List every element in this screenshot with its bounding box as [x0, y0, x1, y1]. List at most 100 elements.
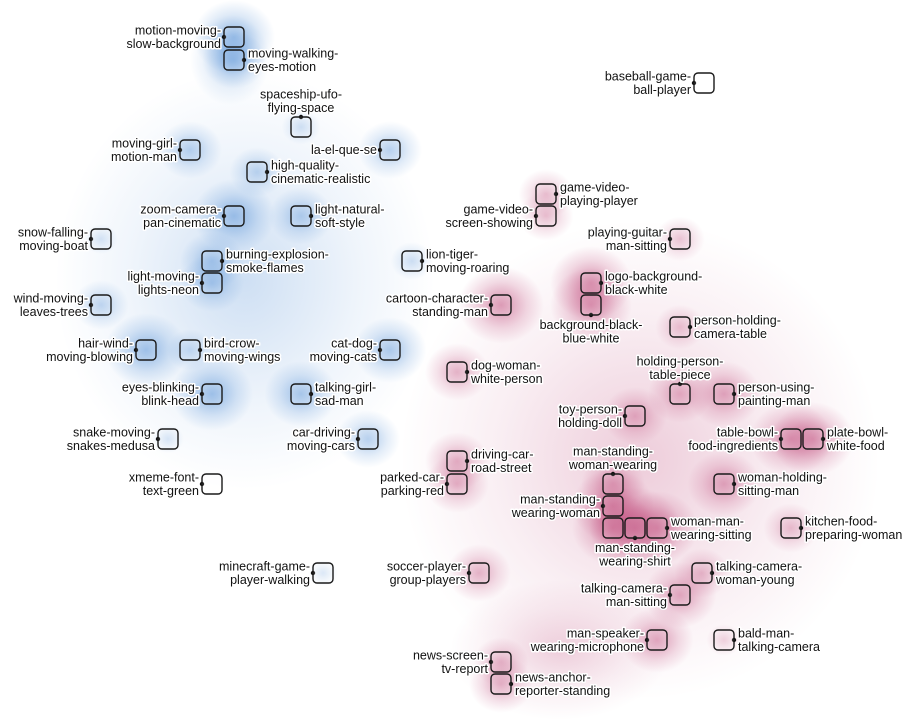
data-point	[535, 205, 557, 227]
point-label: snow-falling-moving-boat	[18, 225, 89, 253]
density-blob	[336, 410, 400, 468]
point-label: person-using-painting-man	[738, 380, 814, 408]
data-point	[223, 49, 245, 71]
point-label: moving-girl-motion-man	[111, 136, 177, 164]
density-blob	[269, 187, 333, 245]
density-blob	[425, 455, 489, 513]
data-point	[691, 562, 713, 584]
point-label: talking-camera-woman-young	[715, 559, 802, 587]
data-point	[223, 26, 245, 48]
point-label: bird-crow-moving-wings	[204, 336, 280, 364]
point-label: moving-walking-eyes-motion	[248, 46, 338, 74]
point-label: woman-man-wearing-sitting	[670, 514, 752, 542]
data-point	[290, 116, 312, 138]
data-point	[312, 562, 334, 584]
point-label: parked-car-parking-red	[380, 470, 444, 498]
data-point	[646, 517, 668, 539]
density-blob	[425, 343, 489, 401]
density-layer	[55, 0, 880, 720]
data-point	[780, 517, 802, 539]
data-point	[401, 250, 423, 272]
density-blob	[469, 655, 533, 713]
point-label: cat-dog-moving-cats	[310, 336, 377, 364]
point-label: bald-man-talking-camera	[738, 626, 820, 654]
data-point	[802, 428, 824, 450]
density-blob	[572, 491, 654, 565]
density-blob	[202, 31, 266, 89]
point-label: spaceship-ufo-flying-space	[260, 88, 342, 116]
data-point	[201, 250, 223, 272]
density-blob	[706, 624, 742, 656]
density-blob	[687, 361, 761, 427]
density-blob	[152, 424, 184, 454]
point-label: soccer-player-group-players	[387, 559, 466, 587]
point-label: man-standing-woman-wearing	[568, 445, 657, 473]
point-label: motion-moving-slow-background	[127, 23, 222, 51]
point-label: background-black-blue-white	[540, 318, 643, 346]
density-wash-2	[400, 220, 880, 700]
point-label: light-natural-soft-style	[315, 202, 384, 230]
point-label: kitchen-food-preparing-woman	[805, 514, 902, 542]
point-label: man-speaker-wearing-microphone	[530, 626, 644, 654]
data-point	[201, 383, 223, 405]
data-point	[602, 495, 624, 517]
data-point	[780, 428, 802, 450]
data-point	[90, 294, 112, 316]
data-point	[602, 517, 624, 539]
point-label: playing-guitar-man-sitting	[588, 225, 667, 253]
data-point	[669, 383, 691, 405]
data-point	[446, 473, 468, 495]
point-label: talking-girl-sad-man	[315, 380, 376, 408]
point-label: woman-holding-sitting-man	[737, 470, 827, 498]
point-label: holding-person-table-piece	[637, 355, 724, 383]
point-label: xmeme-font-text-green	[129, 470, 199, 498]
point-label: logo-background-black-white	[605, 269, 702, 297]
data-point	[290, 205, 312, 227]
density-blob	[687, 451, 761, 517]
data-point	[201, 473, 223, 495]
point-label: plate-bowl-white-food	[826, 425, 888, 453]
density-blob	[772, 402, 854, 476]
density-blob	[308, 559, 338, 587]
density-blob	[73, 280, 129, 330]
node-layer	[90, 26, 824, 695]
point-label: cartoon-character-standing-man	[386, 291, 488, 319]
point-label: driving-car-road-street	[471, 447, 534, 475]
point-label: minecraft-game-player-walking	[219, 559, 310, 587]
density-blob	[158, 121, 222, 179]
point-label: news-anchor-reporter-standing	[515, 670, 610, 698]
data-point	[535, 183, 557, 205]
data-point	[693, 72, 715, 94]
data-point	[446, 361, 468, 383]
data-point	[669, 316, 691, 338]
point-label: lion-tiger-moving-roaring	[426, 247, 509, 275]
density-blob	[171, 357, 253, 431]
data-point	[446, 450, 468, 472]
data-point	[201, 272, 223, 294]
density-blob	[390, 241, 434, 281]
density-blob	[655, 304, 705, 350]
data-point	[135, 339, 157, 361]
data-point	[646, 629, 668, 651]
density-blob	[358, 121, 422, 179]
data-point	[179, 139, 201, 161]
density-blob	[264, 361, 338, 427]
point-label: man-standing-wearing-shirt	[595, 541, 675, 569]
data-point	[490, 651, 512, 673]
data-point	[713, 473, 735, 495]
density-blob	[458, 266, 544, 344]
data-point	[223, 205, 245, 227]
data-point	[490, 673, 512, 695]
point-label: burning-explosion-smoke-flames	[226, 247, 329, 275]
point-label: table-bowl-food-ingredients	[688, 425, 778, 453]
label-layer: motion-moving-slow-background moving-walk…	[11, 22, 904, 700]
density-blob	[603, 387, 667, 445]
point-label: talking-camera-man-sitting	[581, 581, 667, 609]
data-point	[669, 584, 691, 606]
data-point	[379, 139, 401, 161]
data-point	[490, 294, 512, 316]
point-label: wind-moving-leaves-trees	[13, 291, 88, 319]
density-blob	[550, 268, 632, 342]
data-point	[602, 473, 624, 495]
point-label: game-video-screen-showing	[445, 202, 533, 230]
